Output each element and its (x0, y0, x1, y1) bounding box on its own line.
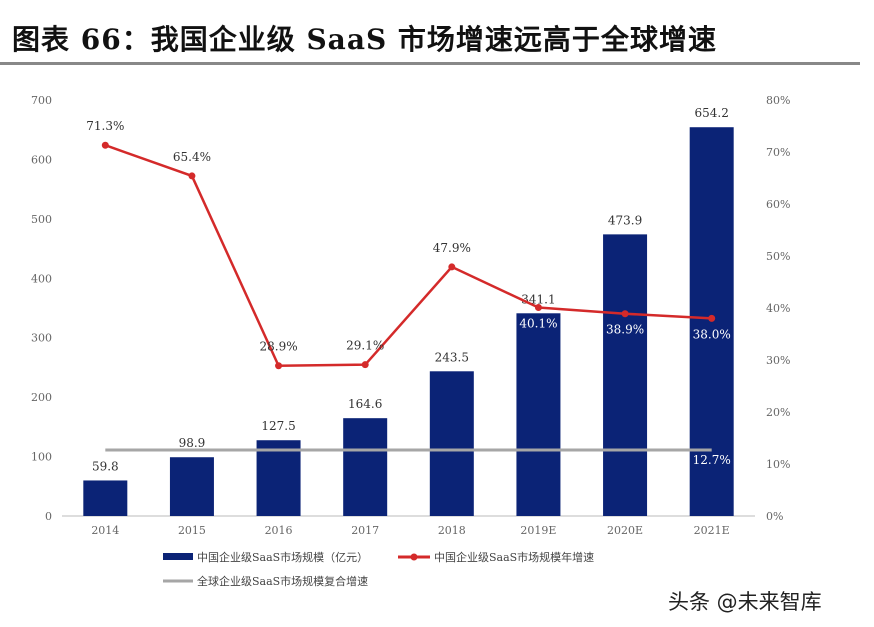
global-growth-label: 12.7% (693, 453, 731, 467)
y-left-tick-label: 200 (31, 391, 52, 404)
growth-point (275, 362, 283, 370)
growth-point (101, 141, 109, 149)
legend-growth-label: 中国企业级SaaS市场规模年增速 (434, 550, 594, 564)
x-tick-label: 2016 (265, 524, 293, 537)
growth-point (708, 314, 716, 322)
y-right-tick-label: 60% (766, 198, 790, 211)
growth-data-label: 38.0% (693, 327, 731, 341)
x-tick-label: 2021E (694, 524, 730, 537)
y-left-tick-label: 600 (31, 153, 52, 166)
growth-data-label: 71.3% (86, 119, 124, 133)
growth-data-label: 47.9% (433, 241, 471, 255)
growth-data-label: 38.9% (606, 323, 644, 337)
bar (169, 457, 214, 516)
x-tick-label: 2014 (91, 524, 119, 537)
bar-data-label: 243.5 (435, 350, 469, 364)
x-tick-label: 2017 (351, 524, 379, 537)
bar (429, 371, 474, 516)
bar-data-label: 164.6 (348, 397, 382, 411)
bar (83, 480, 128, 516)
bar-data-label: 127.5 (261, 419, 295, 433)
growth-point (534, 303, 542, 311)
bar (516, 313, 561, 516)
y-right-tick-label: 0% (766, 510, 783, 523)
growth-point (361, 361, 369, 369)
legend-global-label: 全球企业级SaaS市场规模复合增速 (197, 574, 368, 588)
bar-data-label: 59.8 (92, 459, 119, 473)
bar-data-label: 654.2 (695, 106, 729, 120)
y-right-tick-label: 80% (766, 94, 790, 107)
x-tick-label: 2018 (438, 524, 466, 537)
x-tick-label: 2019E (520, 524, 556, 537)
y-left-tick-label: 700 (31, 94, 52, 107)
y-right-tick-label: 20% (766, 406, 790, 419)
y-right-tick-label: 30% (766, 354, 790, 367)
y-right-tick-label: 50% (766, 250, 790, 263)
growth-point (188, 172, 196, 180)
bar (603, 234, 648, 517)
x-tick-label: 2020E (607, 524, 643, 537)
y-right-tick-label: 10% (766, 458, 790, 471)
legend-growth-marker (410, 553, 418, 561)
y-left-tick-label: 300 (31, 332, 52, 345)
y-right-tick-label: 40% (766, 302, 790, 315)
y-left-tick-label: 400 (31, 272, 52, 285)
growth-data-label: 28.9% (260, 340, 298, 354)
legend-bar-swatch (163, 553, 193, 560)
bar (256, 440, 301, 516)
growth-data-label: 65.4% (173, 150, 211, 164)
growth-data-label: 40.1% (519, 316, 557, 330)
x-tick-label: 2015 (178, 524, 206, 537)
page-title: 图表 66：我国企业级 SaaS 市场增速远高于全球增速 (12, 23, 717, 56)
growth-point (621, 310, 629, 318)
bar-data-label: 98.9 (179, 436, 206, 450)
watermark: 头条 @未来智库 (668, 590, 822, 614)
title-divider (0, 62, 860, 65)
growth-line (104, 144, 712, 367)
y-right-tick-label: 70% (766, 146, 790, 159)
y-left-tick-label: 100 (31, 451, 52, 464)
bar (343, 418, 388, 516)
growth-point (448, 263, 456, 271)
bar-data-label: 473.9 (608, 213, 642, 227)
growth-data-label: 29.1% (346, 339, 384, 353)
y-left-tick-label: 500 (31, 213, 52, 226)
legend-bar-label: 中国企业级SaaS市场规模（亿元） (197, 550, 368, 564)
y-left-tick-label: 0 (45, 510, 52, 523)
